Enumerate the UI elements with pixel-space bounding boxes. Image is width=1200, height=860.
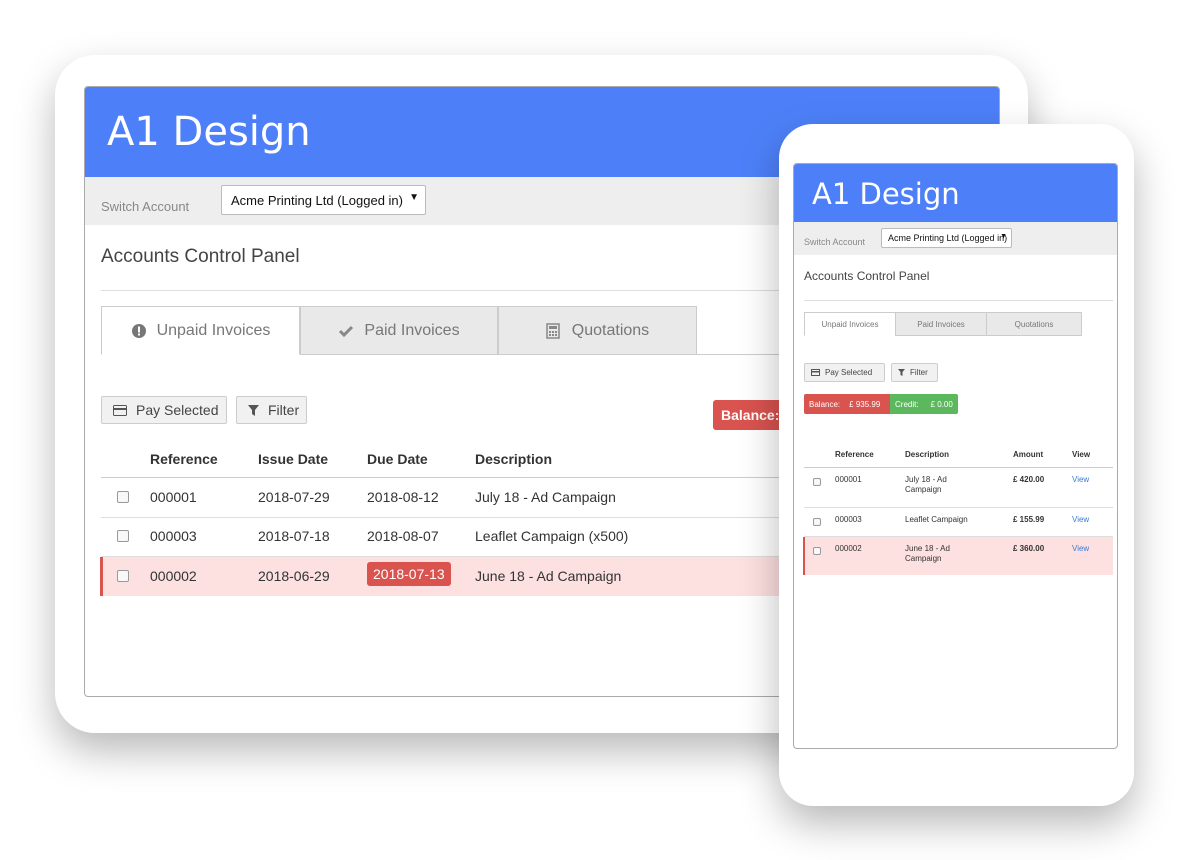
cell: £ 155.99 xyxy=(1013,515,1045,524)
phone-screen: A1 Design Switch Account Acme Printing L… xyxy=(793,163,1118,749)
tab[interactable]: Unpaid Invoices xyxy=(101,306,300,355)
account-select[interactable]: Acme Printing Ltd (Logged in) ▼ xyxy=(881,228,1012,248)
header-rule xyxy=(101,477,991,478)
icon xyxy=(546,322,560,339)
row-rule xyxy=(804,507,1113,508)
tab[interactable]: Quotations xyxy=(498,306,697,355)
tab[interactable]: Quotations xyxy=(986,312,1082,336)
button-label: Pay Selected xyxy=(825,368,873,377)
row-checkbox[interactable] xyxy=(117,491,129,503)
column-header: Amount xyxy=(1013,450,1044,459)
tab-label: Unpaid Invoices xyxy=(821,319,879,329)
overdue-date: 2018-07-13 xyxy=(367,562,451,586)
cell: 000001 xyxy=(835,475,862,484)
tab-label: Unpaid Invoices xyxy=(156,321,271,339)
button-label: Filter xyxy=(268,402,300,418)
dropdown-arrow: ▼ xyxy=(1000,233,1007,240)
cell: July 18 - Ad Campaign xyxy=(905,475,947,494)
cell: £ 360.00 xyxy=(1013,544,1045,553)
cell: 000003 xyxy=(150,528,197,544)
tab[interactable]: Paid Invoices xyxy=(895,312,987,336)
header-rule xyxy=(804,467,1113,468)
account-name: Acme Printing Ltd (Logged in) xyxy=(231,193,403,208)
row-checkbox[interactable] xyxy=(117,530,129,542)
account-select[interactable]: Acme Printing Ltd (Logged in) ▼ xyxy=(221,185,426,215)
balance-label: Balance: xyxy=(809,400,841,409)
cell: 2018-07-29 xyxy=(258,489,330,505)
button-label: Filter xyxy=(910,368,928,377)
tab-label: Paid Invoices xyxy=(364,321,460,339)
column-header: View xyxy=(1072,450,1091,459)
overdue-row xyxy=(804,537,1113,575)
balance-badge: Balance: £ 935.99 xyxy=(804,394,890,414)
pay-button[interactable]: Pay Selected xyxy=(101,396,227,424)
cell: June 18 - Ad Campaign xyxy=(905,544,950,563)
cell: 000002 xyxy=(150,568,197,584)
row-rule xyxy=(804,536,1113,537)
dropdown-arrow: ▼ xyxy=(409,192,419,203)
cell: 000001 xyxy=(150,489,197,505)
icon xyxy=(131,323,146,338)
column-header: Description xyxy=(475,451,553,467)
tab-label: Quotations xyxy=(1014,319,1054,329)
column-header: Reference xyxy=(150,451,218,467)
row-checkbox[interactable] xyxy=(813,547,821,555)
icon xyxy=(248,404,259,416)
cell: 2018-08-07 xyxy=(367,528,439,544)
overdue-marker xyxy=(100,557,103,596)
row-checkbox[interactable] xyxy=(813,518,821,526)
balance-amount: £ 935.99 xyxy=(849,400,881,409)
view-link[interactable]: View xyxy=(1072,475,1090,484)
column-header: Description xyxy=(905,450,950,459)
switch-label: Switch Account xyxy=(804,237,866,247)
brand: A1 Design xyxy=(812,177,960,211)
filter-button[interactable]: Filter xyxy=(236,396,307,424)
cell: Leaflet Campaign (x500) xyxy=(475,528,629,544)
cell: 000003 xyxy=(835,515,862,524)
panel-title: Accounts Control Panel xyxy=(804,269,930,283)
switch-label: Switch Account xyxy=(101,199,190,214)
cell: 2018-06-29 xyxy=(258,568,330,584)
overdue-marker xyxy=(803,537,805,575)
column-header: Reference xyxy=(835,450,874,459)
credit-amount: £ 0.00 xyxy=(930,400,953,409)
row-checkbox[interactable] xyxy=(813,478,821,486)
pay-button[interactable]: Pay Selected xyxy=(804,363,885,382)
divider xyxy=(804,300,1113,301)
tab-label: Paid Invoices xyxy=(917,319,965,329)
column-header: Issue Date xyxy=(258,451,329,467)
cell: 2018-08-12 xyxy=(367,489,439,505)
divider xyxy=(101,290,991,291)
cell: July 18 - Ad Campaign xyxy=(475,489,616,505)
filter-button[interactable]: Filter xyxy=(891,363,938,382)
cell: Leaflet Campaign xyxy=(905,515,968,524)
header xyxy=(794,164,1117,222)
column-header: Due Date xyxy=(367,451,428,467)
tab[interactable]: Unpaid Invoices xyxy=(804,312,896,336)
tab[interactable]: Paid Invoices xyxy=(300,306,498,355)
cell: 000002 xyxy=(835,544,862,553)
cell: £ 420.00 xyxy=(1013,475,1045,484)
tab-label: Quotations xyxy=(571,321,650,339)
credit-label: Credit: xyxy=(895,400,919,409)
brand: A1 Design xyxy=(107,109,311,155)
icon xyxy=(811,369,820,376)
view-link[interactable]: View xyxy=(1072,515,1090,524)
cell: June 18 - Ad Campaign xyxy=(475,568,622,584)
row-rule xyxy=(101,517,991,518)
cell: 2018-07-18 xyxy=(258,528,330,544)
icon xyxy=(113,404,127,416)
panel-title: Accounts Control Panel xyxy=(101,246,300,267)
button-label: Pay Selected xyxy=(136,402,219,418)
icon xyxy=(339,325,354,337)
icon xyxy=(898,369,905,376)
account-name: Acme Printing Ltd (Logged in) xyxy=(888,233,1008,243)
row-rule xyxy=(101,556,991,557)
credit-badge: Credit: £ 0.00 xyxy=(890,394,958,414)
view-link[interactable]: View xyxy=(1072,544,1090,553)
row-checkbox[interactable] xyxy=(117,570,129,582)
